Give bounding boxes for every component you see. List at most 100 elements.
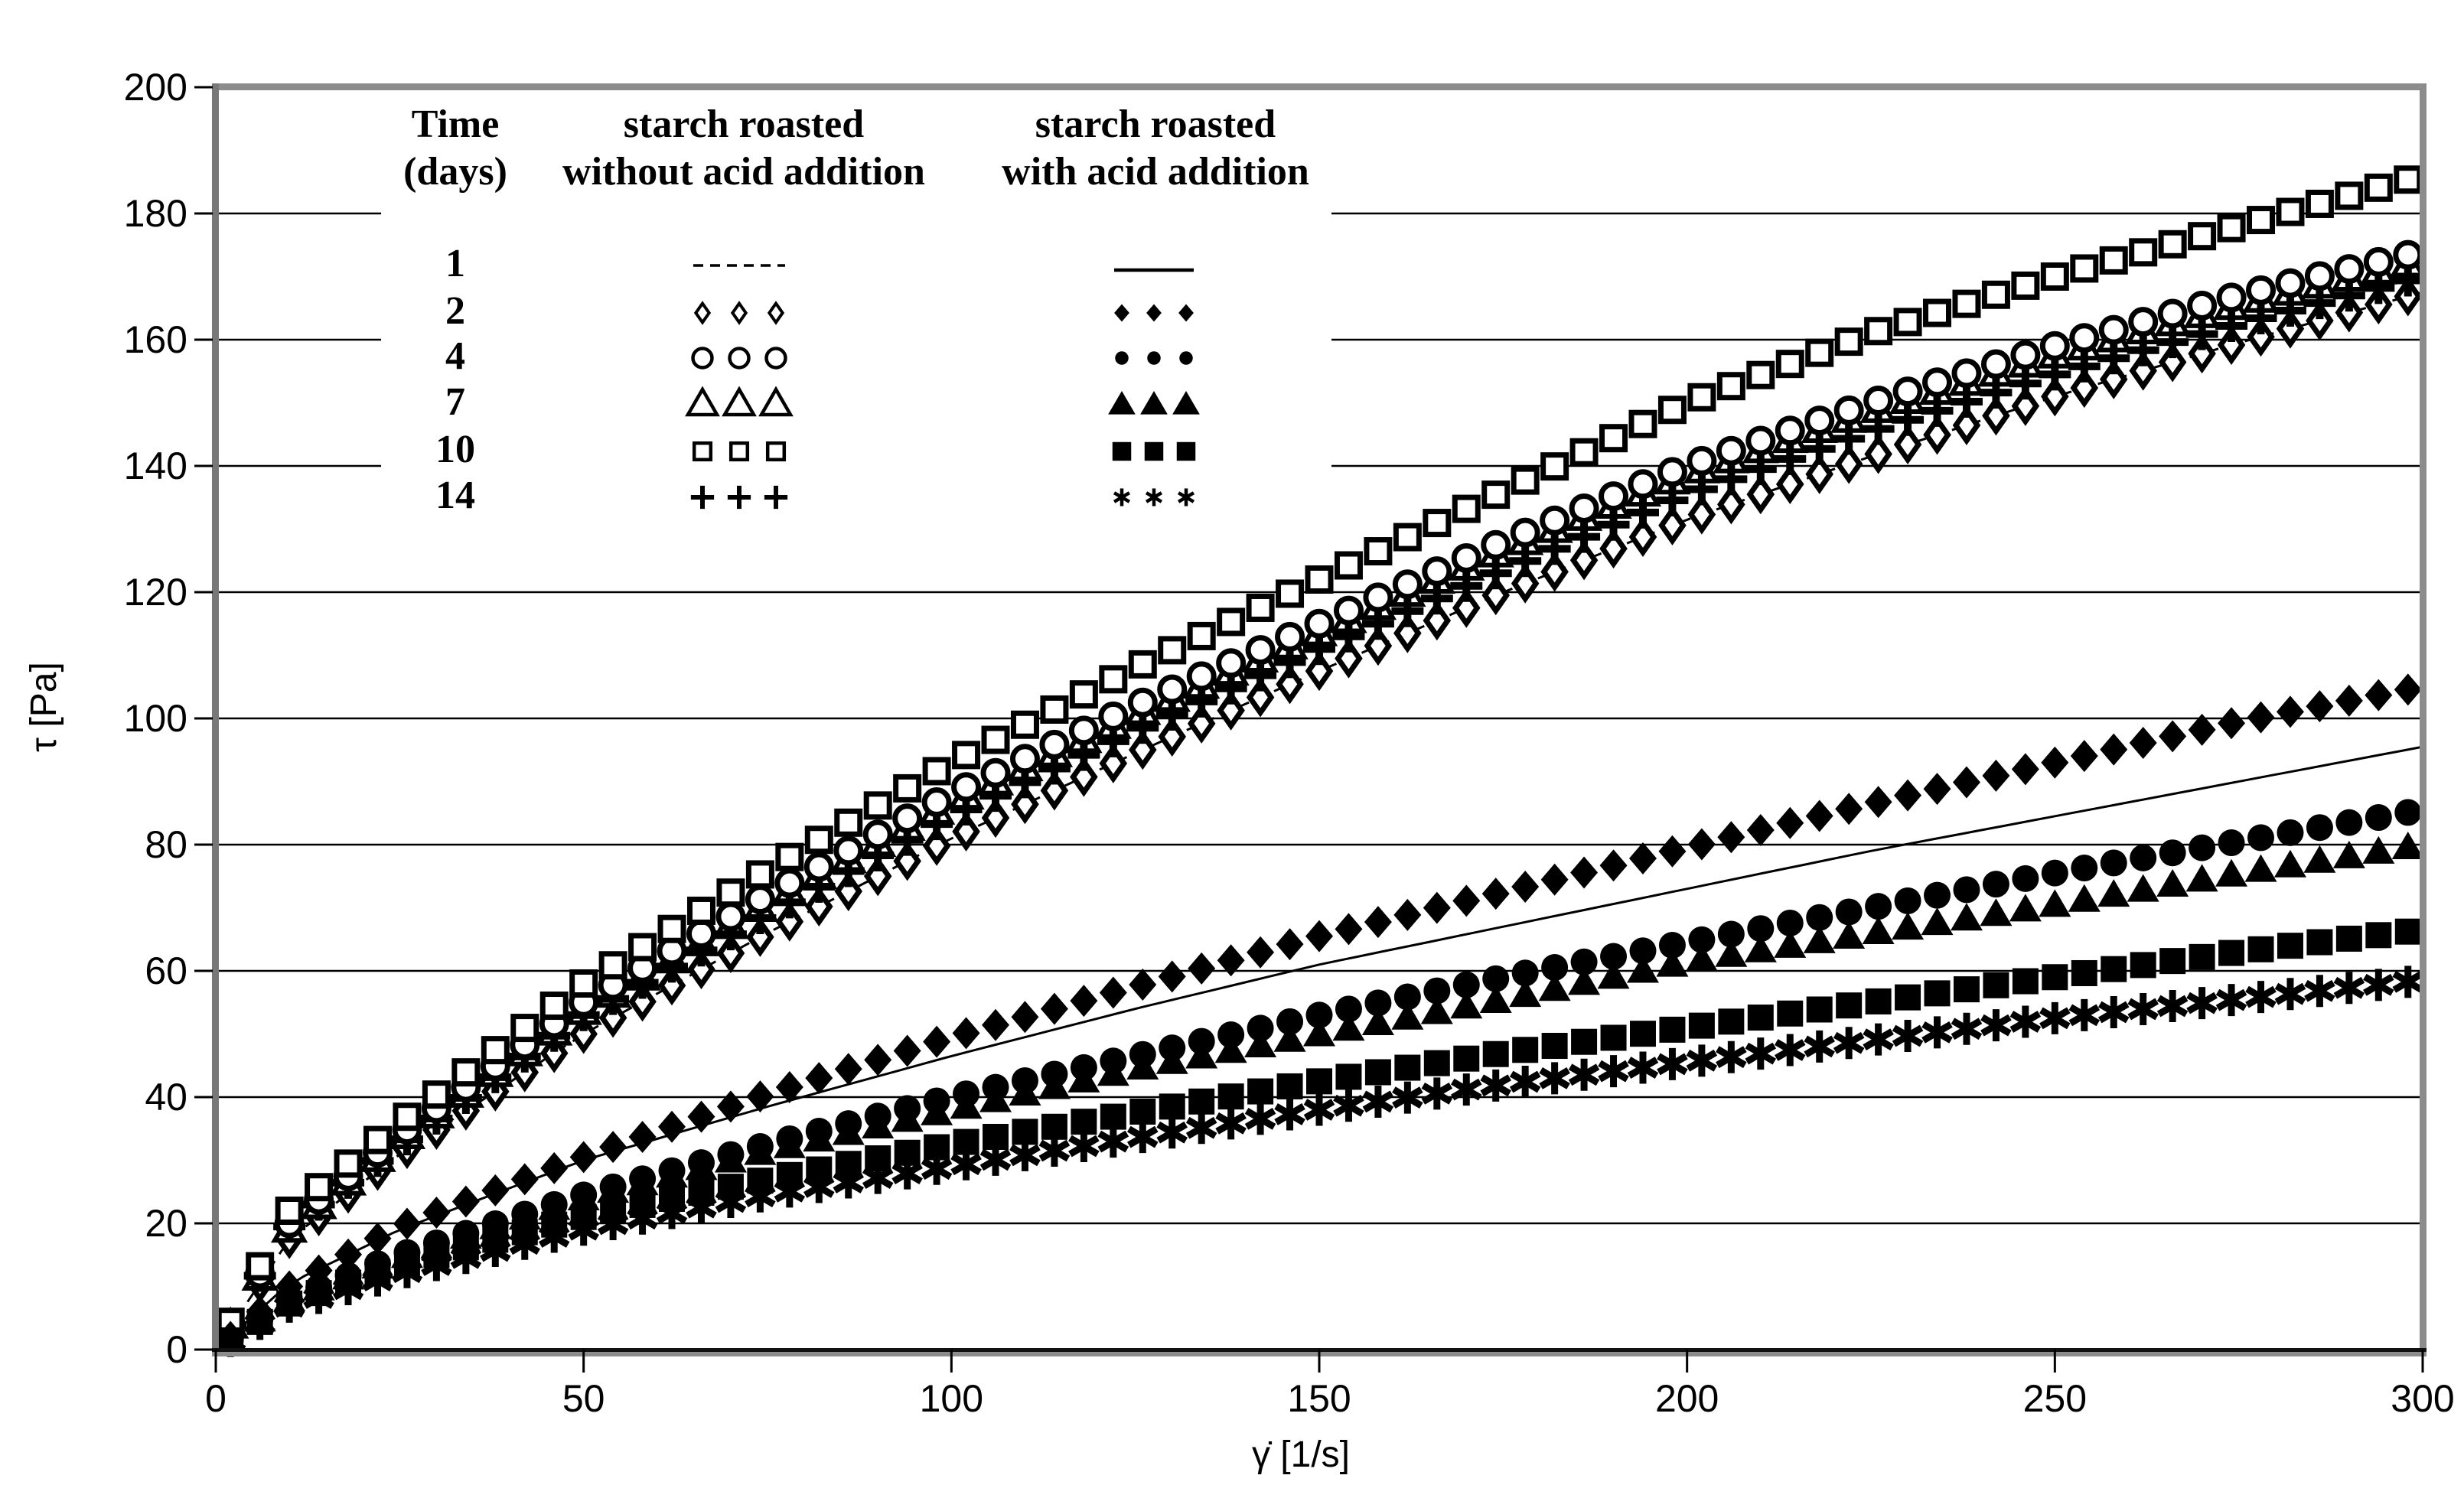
filled-circle-marker: [2100, 849, 2127, 877]
open-square-marker: [1805, 338, 1834, 367]
open-square-marker: [363, 1125, 392, 1154]
y-tick-label: 160: [123, 318, 187, 361]
open-diamond-marker: [1805, 454, 1833, 494]
x-tick-label: 100: [919, 1377, 984, 1420]
filled-diamond-marker: [1217, 944, 1245, 977]
filled-diamond-marker: [1481, 878, 1510, 910]
open-square-marker: [451, 1058, 481, 1087]
filled-circle-marker: [511, 1200, 539, 1228]
open-square-marker: [1069, 680, 1098, 709]
filled-square-marker: [1100, 1103, 1126, 1130]
open-circle-marker: [1127, 687, 1158, 718]
open-diamond-marker: [1187, 703, 1216, 744]
open-diamond-marker: [1364, 626, 1393, 666]
asterisk-marker: [1274, 1103, 1305, 1125]
open-diamond-marker: [1423, 601, 1452, 641]
filled-diamond-marker: [1335, 913, 1363, 946]
filled-square-marker: [629, 1191, 656, 1218]
asterisk-marker: [1657, 1053, 1688, 1076]
open-square-marker: [1423, 509, 1452, 538]
filled-diamond-marker: [1864, 786, 1892, 819]
filled-square-marker: [2365, 922, 2392, 949]
asterisk-marker: [1185, 1116, 1217, 1139]
open-diamond-marker: [893, 841, 921, 881]
open-circle-marker: [691, 347, 714, 370]
open-circle-marker: [1804, 405, 1835, 436]
open-circle-marker: [2128, 307, 2159, 337]
filled-circle-marker: [1688, 926, 1716, 953]
open-circle-marker: [1863, 386, 1894, 416]
asterisk-marker: [1038, 1139, 1071, 1162]
filled-triangle-marker: [1833, 920, 1866, 949]
filled-circle-marker: [2189, 834, 2216, 861]
filled-square-marker: [1423, 1050, 1450, 1076]
filled-triangle-marker: [1803, 925, 1836, 953]
filled-circle-marker: [2041, 859, 2068, 887]
open-square-marker: [952, 741, 981, 770]
asterisk-marker: [2127, 998, 2159, 1021]
asterisk-marker: [1480, 1074, 1511, 1097]
open-square-marker: [246, 1252, 275, 1281]
open-diamond-marker: [981, 797, 1010, 839]
open-square-marker: [334, 1149, 363, 1178]
open-diamond-marker: [1834, 444, 1863, 484]
filled-circle-marker: [2159, 839, 2186, 867]
filled-square-marker: [2335, 925, 2362, 952]
open-circle-marker: [2187, 290, 2218, 321]
filled-triangle-marker: [1332, 1013, 1365, 1041]
open-square-marker: [2364, 173, 2393, 202]
open-circle-marker: [2363, 246, 2394, 277]
filled-circle-marker: [923, 1087, 950, 1115]
open-square-marker: [981, 725, 1010, 754]
open-circle-marker: [1392, 569, 1423, 600]
filled-diamond-marker: [1040, 992, 1068, 1025]
filled-circle-marker: [1147, 351, 1161, 365]
asterisk-marker: [1568, 1063, 1600, 1086]
filled-square-marker: [1394, 1054, 1421, 1081]
filled-circle-marker: [982, 1073, 1009, 1101]
filled-square-marker: [1541, 1033, 1568, 1060]
filled-diamond-marker: [1129, 968, 1157, 1001]
filled-triangle-marker: [2097, 879, 2130, 907]
filled-triangle-marker: [1214, 1035, 1247, 1063]
open-diamond-marker: [2365, 284, 2393, 325]
filled-diamond-marker: [334, 1238, 363, 1271]
open-diamond-marker: [628, 982, 657, 1022]
filled-diamond-marker: [1658, 835, 1687, 868]
open-diamond-marker: [1952, 405, 1981, 445]
filled-circle-marker: [363, 1250, 391, 1278]
filled-circle-marker: [1865, 893, 1892, 920]
plot-border-right: [2420, 83, 2427, 1353]
filled-square-marker: [806, 1156, 833, 1183]
asterisk-marker: [1303, 1099, 1335, 1121]
open-square-marker: [1540, 452, 1569, 481]
filled-triangle-marker: [1420, 996, 1453, 1024]
legend-header-with-line2: with acid addition: [1002, 150, 1309, 194]
filled-triangle-marker: [1391, 1001, 1424, 1030]
open-circle-marker: [2393, 239, 2423, 270]
asterisk-marker: [1097, 1130, 1129, 1153]
filled-circle-marker: [1276, 1008, 1304, 1035]
open-square-marker: [893, 773, 922, 803]
open-circle-marker: [1628, 469, 1658, 500]
open-square-marker: [2188, 222, 2217, 251]
x-axis-title: γ̇ [1/s]: [1251, 1434, 1351, 1475]
open-circle-marker: [1039, 729, 1070, 760]
filled-square-marker: [2130, 952, 2156, 979]
open-square-marker: [2011, 271, 2040, 300]
filled-circle-marker: [1776, 909, 1804, 936]
open-diamond-marker: [1040, 770, 1069, 811]
open-square-marker: [422, 1080, 451, 1109]
legend-header-time-line1: Time: [411, 103, 500, 146]
open-square-marker: [2217, 213, 2246, 243]
filled-diamond-marker: [510, 1163, 539, 1196]
asterisk-marker: [1068, 1135, 1100, 1158]
open-circle-marker: [1687, 445, 1717, 476]
open-circle-marker: [2216, 282, 2247, 313]
filled-diamond-marker: [1835, 793, 1863, 826]
open-square-marker: [1217, 607, 1246, 637]
open-square-marker: [1481, 480, 1511, 510]
asterisk-marker: [2186, 992, 2218, 1014]
open-circle-marker: [1304, 608, 1335, 639]
